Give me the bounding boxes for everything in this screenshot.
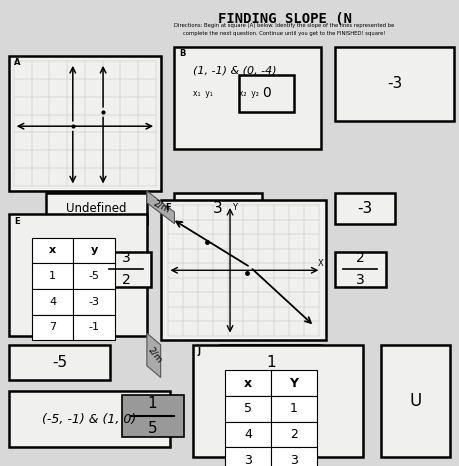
Text: -3: -3 [89,297,100,307]
Text: 5: 5 [148,421,157,436]
Text: 1: 1 [266,355,275,370]
Text: 5: 5 [244,403,252,415]
Bar [46,193,147,224]
Bar [335,193,395,224]
Bar [9,391,170,447]
Text: -3: -3 [357,201,373,216]
Text: 2: 2 [290,428,298,441]
Bar [335,252,386,287]
Text: (1, -1) & (0, -4): (1, -1) & (0, -4) [193,65,276,75]
Bar [9,214,147,336]
Text: 4: 4 [244,428,252,441]
Text: (-5, -1) & (1, 0): (-5, -1) & (1, 0) [42,413,137,426]
Bar [220,345,321,380]
Text: 1: 1 [49,271,56,281]
Bar [271,396,317,422]
Text: U: U [409,392,421,410]
Bar [225,396,271,422]
Text: 2: 2 [122,273,131,287]
Text: x₁  y₁           x₂  y₂: x₁ y₁ x₂ y₂ [193,89,259,97]
Bar [271,447,317,466]
Bar [174,193,262,224]
Bar [32,289,73,315]
Bar [335,47,454,121]
Bar [174,47,321,149]
Text: Undefined: Undefined [66,202,127,215]
Text: Directions: Begin at square (A) below. Identify the slope of the lines represent: Directions: Begin at square (A) below. I… [174,23,395,28]
Text: complete the next question. Continue until you get to the FINISHED! square!: complete the next question. Continue unt… [183,31,386,36]
Text: A: A [14,58,20,67]
Bar [73,289,115,315]
Text: 1: 1 [290,403,298,415]
Text: x: x [49,246,56,255]
Text: X: X [318,259,324,268]
Bar [73,315,115,340]
Bar [122,395,184,437]
Text: FINDING SLOPE (N: FINDING SLOPE (N [218,12,352,26]
Text: E: E [14,217,19,226]
Bar [73,263,115,289]
Text: 0: 0 [262,86,271,100]
Bar [9,345,110,380]
Text: J: J [197,347,201,356]
Bar [225,370,271,396]
Text: 3: 3 [290,454,298,466]
Text: B: B [179,49,185,58]
Text: y: y [90,246,98,255]
Text: 3: 3 [213,201,223,216]
Bar [225,422,271,447]
Text: -5: -5 [52,355,67,370]
Bar [271,422,317,447]
Text: -5: -5 [89,271,100,281]
Text: 3: 3 [122,251,131,266]
Text: 1: 1 [148,397,157,411]
Text: -3: -3 [387,76,403,91]
Text: 4: 4 [49,297,56,307]
Bar [193,345,363,457]
Bar [239,75,294,112]
Bar [381,345,450,457]
Text: Y: Y [289,377,298,390]
Bar [9,56,161,191]
Bar [32,238,73,263]
Text: 2: 2 [356,251,365,266]
Text: x: x [244,377,252,390]
Text: -1: -1 [89,322,100,332]
Polygon shape [147,333,161,377]
Text: 7: 7 [49,322,56,332]
Text: 2/m: 2/m [152,198,171,214]
Bar [161,200,326,340]
Text: Y: Y [232,203,237,212]
Text: 2/m: 2/m [146,345,163,365]
Text: 3: 3 [244,454,252,466]
Text: F: F [165,203,171,212]
Bar [32,315,73,340]
Bar [73,238,115,263]
Polygon shape [147,191,174,224]
Text: 3: 3 [356,273,365,287]
Bar [225,447,271,466]
Bar [101,252,151,287]
Bar [32,263,73,289]
Bar [271,370,317,396]
